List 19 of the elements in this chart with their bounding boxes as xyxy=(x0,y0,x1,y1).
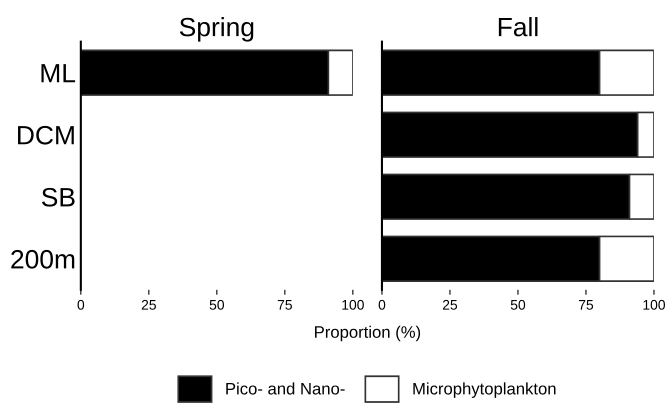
y-tick-label: SB xyxy=(42,188,75,207)
x-tick-label: 75 xyxy=(578,300,594,310)
x-tick-label: 75 xyxy=(278,300,292,310)
x-tick-label: 25 xyxy=(142,300,156,310)
y-tick-label: DCM xyxy=(18,126,74,145)
x-tick-label: 50 xyxy=(510,300,526,310)
x-tick-label: 0 xyxy=(78,300,84,310)
y-tick-label: ML xyxy=(41,64,76,82)
chart-title: Fall xyxy=(498,17,538,36)
y-tick-label: 200m xyxy=(11,250,74,269)
legend-label: Microphytoplankton xyxy=(413,382,556,398)
x-tick-label: 25 xyxy=(442,300,458,310)
x-tick-label: 50 xyxy=(210,300,224,310)
chart-title: Spring xyxy=(180,17,254,42)
x-axis-title: Proportion (%) xyxy=(315,326,420,342)
x-tick-label: 100 xyxy=(643,300,666,310)
x-tick-label: 100 xyxy=(342,300,364,310)
x-tick-label: 0 xyxy=(378,300,386,310)
legend-label: Pico- and Nano- xyxy=(226,382,345,395)
